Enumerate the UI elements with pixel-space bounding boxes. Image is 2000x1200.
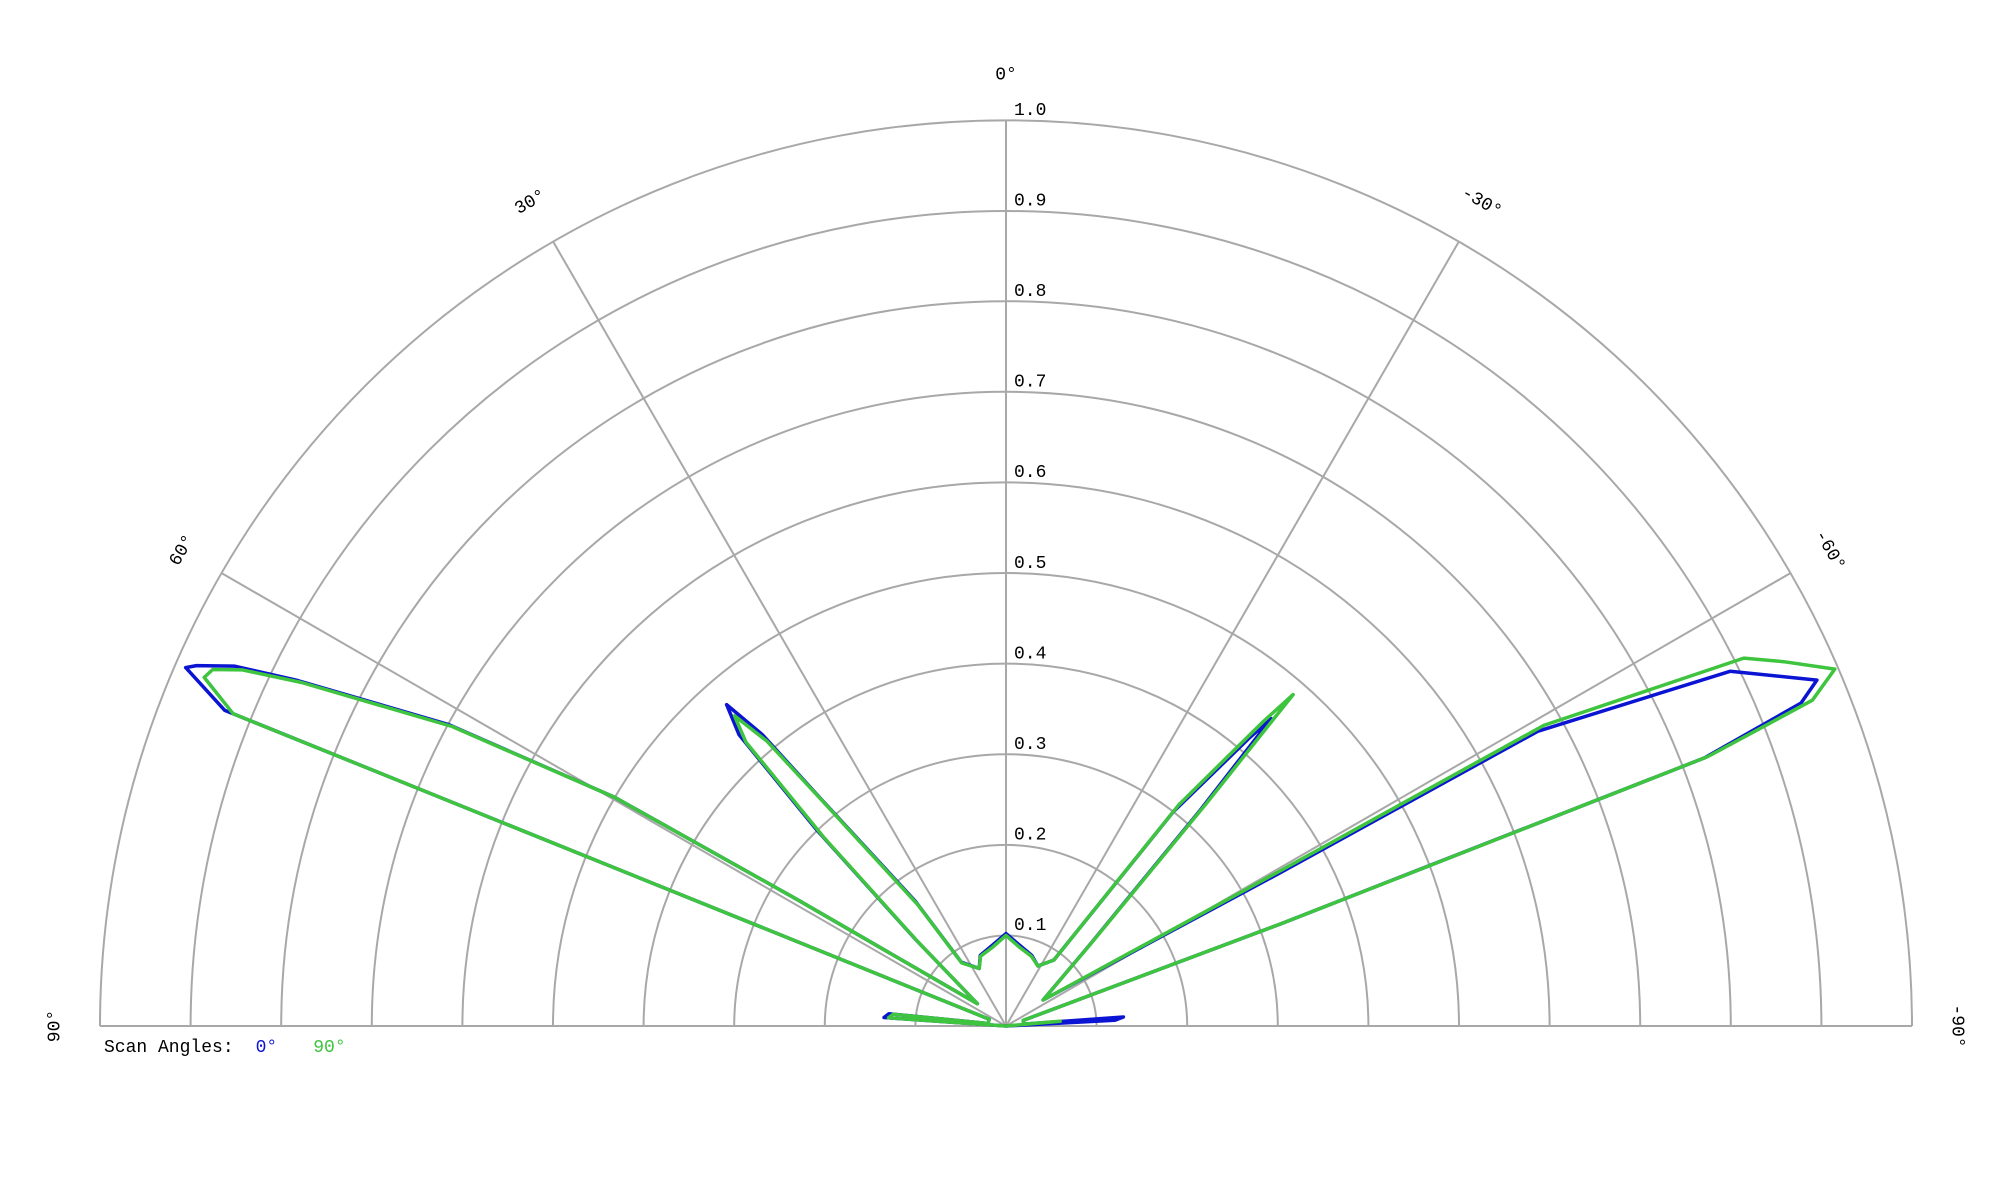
- theta-tick-label: 90°: [45, 1010, 65, 1042]
- theta-tick-label: -90°: [1947, 1004, 1967, 1047]
- spoke-grid: [552, 240, 1007, 1027]
- theta-tick-label: 30°: [512, 186, 550, 220]
- legend-entry: 0°: [256, 1038, 278, 1058]
- legend-entry: 90°: [313, 1038, 345, 1058]
- theta-tick-label: 60°: [166, 532, 200, 570]
- theta-tick-label: -60°: [1810, 527, 1849, 574]
- r-tick-label: 0.5: [1014, 554, 1046, 574]
- r-tick-label: 0.7: [1014, 373, 1046, 393]
- r-tick-label: 0.1: [1014, 916, 1046, 936]
- legend-title: Scan Angles:: [104, 1038, 234, 1058]
- r-tick-label: 0.9: [1014, 191, 1046, 211]
- spoke-grid: [1005, 240, 1460, 1027]
- theta-tick-label: -30°: [1458, 183, 1505, 222]
- r-tick-label: 1.0: [1014, 101, 1046, 121]
- theta-tick-label: 0°: [995, 65, 1017, 85]
- spoke-grid: [220, 572, 1007, 1027]
- r-tick-label: 0.8: [1014, 282, 1046, 302]
- r-tick-label: 0.6: [1014, 463, 1046, 483]
- r-tick-label: 0.4: [1014, 644, 1046, 664]
- series-line: [202, 656, 1837, 1028]
- r-tick-label: 0.2: [1014, 826, 1046, 846]
- r-tick-label: 0.3: [1014, 735, 1046, 755]
